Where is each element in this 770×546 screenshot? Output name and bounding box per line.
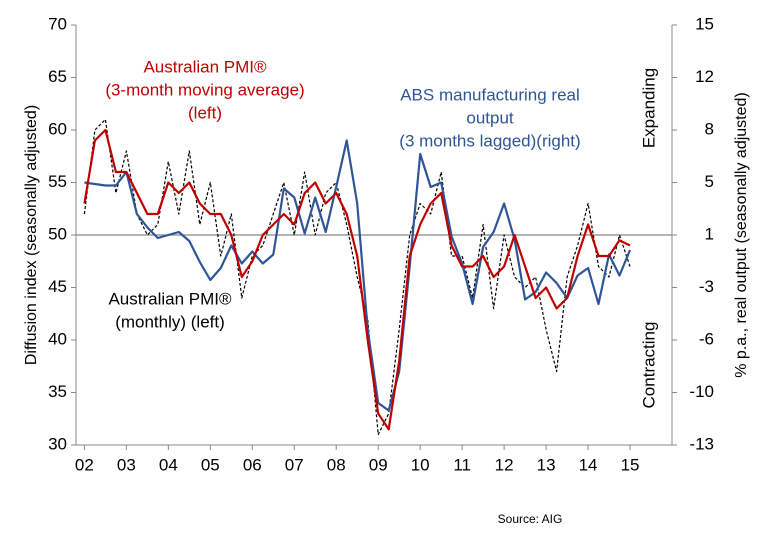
y2-tick-label: -13 [689, 434, 714, 453]
x-tick-label: 08 [327, 455, 346, 474]
x-tick-label: 14 [579, 455, 598, 474]
series-label: (left) [188, 103, 222, 122]
y2-tick-label: 1 [705, 224, 714, 243]
series-line [83, 128, 631, 431]
x-tick-label: 04 [159, 455, 178, 474]
x-tick-label: 11 [453, 455, 471, 474]
y-tick-label: 45 [48, 277, 67, 296]
source: Source: AIG [498, 512, 563, 526]
y-axis-label: Diffusion index (seasonally adjusted) [23, 105, 40, 365]
y-tick-label: 55 [48, 172, 67, 191]
y2-tick-label: -3 [699, 277, 714, 296]
x-tick-label: 02 [75, 455, 94, 474]
x-tick-label: 15 [621, 455, 640, 474]
y-tick-label: 70 [48, 14, 67, 33]
y2-tick-label: 5 [705, 172, 714, 191]
x-tick-label: 12 [495, 455, 514, 474]
x-tick-label: 13 [537, 455, 556, 474]
y2-tick-label: 8 [705, 119, 714, 138]
series-label: Australian PMI® [108, 289, 232, 308]
y2-tick-label: 12 [695, 67, 714, 86]
y2-tick-label: 15 [695, 14, 714, 33]
series-line [83, 118, 631, 436]
series-label: ABS manufacturing real [400, 85, 580, 104]
x-tick-label: 09 [369, 455, 388, 474]
series-label: output [466, 108, 514, 127]
x-tick-label: 05 [201, 455, 220, 474]
y-tick-label: 35 [48, 382, 67, 401]
y-tick-label: 60 [48, 119, 67, 138]
x-tick-label: 07 [285, 455, 304, 474]
y-tick-label: 50 [48, 224, 67, 243]
series-label: (monthly) (left) [115, 312, 225, 331]
contracting-label: Contracting [639, 322, 658, 409]
y-tick-label: 30 [48, 434, 67, 453]
x-tick-label: 03 [117, 455, 136, 474]
y2-tick-label: -6 [699, 329, 714, 348]
series-label: (3 months lagged)(right) [399, 131, 580, 150]
expanding-label: Expanding [639, 68, 658, 148]
y2-axis-label: % p.a., real output (seasonally adjusted… [733, 92, 750, 378]
series-label: (3-month moving average) [105, 80, 304, 99]
y-tick-label: 65 [48, 67, 67, 86]
x-tick-label: 10 [411, 455, 430, 474]
y-tick-label: 40 [48, 329, 67, 348]
y2-tick-label: -10 [689, 382, 714, 401]
series-line [84, 139, 632, 412]
x-tick-label: 06 [243, 455, 262, 474]
series-label: Australian PMI® [143, 57, 267, 76]
